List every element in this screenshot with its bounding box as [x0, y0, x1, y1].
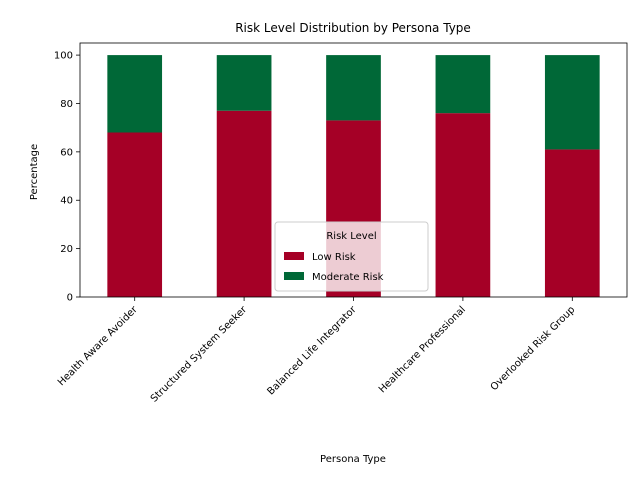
legend-swatch-moderate-risk [284, 272, 304, 280]
y-tick-label: 20 [60, 244, 73, 255]
bar-moderate-risk-0 [107, 55, 163, 133]
y-axis-label: Percentage [29, 144, 40, 200]
bars-group [107, 55, 600, 298]
bar-moderate-risk-3 [435, 55, 491, 114]
plot-frame [79, 42, 628, 298]
x-axis-label: Persona Type [320, 454, 386, 465]
y-tick-label: 0 [67, 293, 73, 304]
y-tick-label: 80 [60, 99, 73, 110]
y-tick-label: 60 [60, 147, 73, 158]
legend: Risk Level Low Risk Moderate Risk [274, 221, 429, 292]
legend-label-moderate-risk: Moderate Risk [312, 272, 384, 283]
y-tick-label: 100 [54, 51, 73, 62]
bar-low-risk-1 [216, 110, 272, 297]
bar-moderate-risk-1 [216, 55, 272, 111]
legend-label-low-risk: Low Risk [312, 252, 356, 263]
chart-title: Risk Level Distribution by Persona Type [235, 21, 471, 35]
bar-low-risk-3 [435, 113, 491, 298]
bar-low-risk-4 [544, 149, 600, 297]
axes-frame [79, 42, 628, 298]
y-axis-ticks: 0 20 40 60 80 100 [54, 51, 80, 304]
legend-box [274, 221, 429, 292]
bar-moderate-risk-2 [326, 55, 381, 121]
bar-moderate-risk-4 [544, 55, 600, 150]
y-tick-label: 40 [60, 196, 73, 207]
bar-low-risk-0 [107, 132, 163, 297]
legend-title: Risk Level [326, 231, 376, 242]
legend-swatch-low-risk [284, 252, 304, 260]
